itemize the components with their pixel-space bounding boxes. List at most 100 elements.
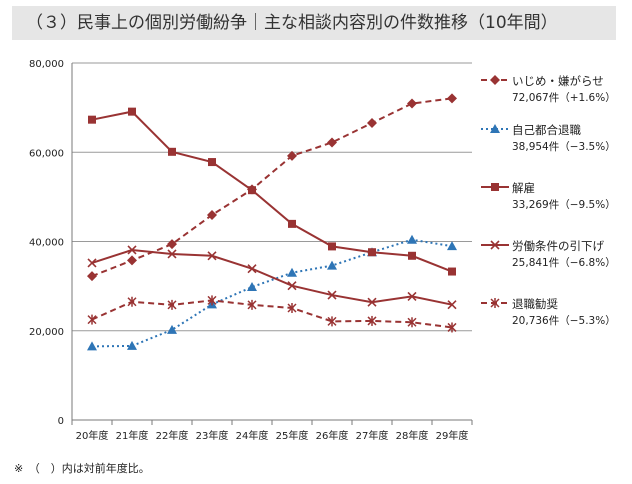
- series-line: [91, 299, 453, 329]
- data-point: [287, 302, 297, 313]
- footnote: ※ （ ）内は対前年度比。: [14, 462, 150, 475]
- legend: いじめ・嫌がらせ 72,067件（+1.6%） 自己都合退職 38,954件（−3.5…: [481, 74, 616, 327]
- data-point: [208, 158, 216, 167]
- data-point: [287, 267, 297, 277]
- data-point: [407, 234, 417, 244]
- legend-entry-3: 労働条件の引下げ 25,841件（−6.8%）: [481, 239, 616, 269]
- x-tick-label: 24年度: [236, 429, 269, 442]
- legend-detail: 20,736件（−5.3%）: [512, 315, 616, 327]
- data-point: [327, 260, 337, 270]
- data-point: [327, 290, 337, 300]
- title-bar: （３）民事上の個別労働紛争｜主な相談内容別の件数推移（10年間）: [12, 6, 616, 40]
- y-tick-label: 60,000: [29, 148, 64, 159]
- line-chart: 0 20,000 40,000 60,000 80,000 20年度 21年度 22年度 23…: [29, 59, 616, 442]
- data-point: [167, 324, 177, 334]
- data-point: [167, 249, 177, 259]
- series-line: [91, 248, 453, 306]
- y-tick-labels: 0 20,000 40,000 60,000 80,000: [29, 59, 64, 427]
- data-point: [207, 251, 217, 261]
- data-point: [368, 248, 376, 257]
- data-point: [87, 341, 97, 351]
- x-tick-label: 22年度: [156, 429, 189, 442]
- legend-marker: [491, 183, 499, 191]
- x-tick-label: 26年度: [316, 429, 349, 442]
- data-point: [408, 251, 416, 260]
- x-tick-label: 20年度: [76, 429, 109, 442]
- series-line: [91, 110, 453, 273]
- data-point: [407, 98, 417, 109]
- data-point: [248, 186, 256, 195]
- data-point: [88, 115, 96, 124]
- legend-label: 労働条件の引下げ: [512, 239, 604, 253]
- x-tick-label: 27年度: [356, 429, 389, 442]
- y-tick-label: 80,000: [29, 59, 64, 70]
- data-point: [207, 209, 217, 220]
- legend-detail: 25,841件（−6.8%）: [512, 257, 616, 269]
- x-tick-labels: 20年度 21年度 22年度 23年度 24年度 25年度 26年度 27年度 28年度 29年度: [76, 429, 469, 442]
- data-point: [87, 314, 97, 325]
- data-point: [247, 282, 257, 292]
- data-point: [447, 322, 457, 333]
- x-tick-label: 25年度: [276, 429, 309, 442]
- series-4: [87, 295, 457, 333]
- data-point: [127, 340, 137, 350]
- data-point: [87, 258, 97, 268]
- legend-entry-0: いじめ・嫌がらせ 72,067件（+1.6%）: [481, 74, 616, 104]
- data-point: [247, 264, 257, 274]
- data-point: [168, 147, 176, 156]
- data-point: [327, 137, 337, 148]
- data-point: [448, 267, 456, 276]
- series-line: [91, 238, 453, 348]
- x-tick-label: 23年度: [196, 429, 229, 442]
- x-tick-label: 28年度: [396, 429, 429, 442]
- chart-title: （３）民事上の個別労働紛争｜主な相談内容別の件数推移（10年間）: [26, 13, 558, 33]
- data-point: [407, 317, 417, 328]
- legend-marker: [490, 298, 500, 308]
- legend-entry-2: 解雇 33,269件（−9.5%）: [481, 181, 616, 211]
- data-point: [167, 239, 177, 250]
- legend-label: 解雇: [512, 181, 535, 195]
- data-point: [327, 316, 337, 327]
- data-point: [367, 315, 377, 326]
- legend-marker: [490, 75, 500, 85]
- data-point: [287, 281, 297, 291]
- legend-marker: [490, 240, 500, 250]
- data-point: [328, 242, 336, 251]
- y-tick-label: 20,000: [29, 327, 64, 338]
- legend-label: いじめ・嫌がらせ: [512, 74, 604, 88]
- legend-detail: 33,269件（−9.5%）: [512, 199, 616, 211]
- axes: [71, 63, 473, 425]
- data-point: [127, 296, 137, 307]
- grid-lines: [72, 62, 472, 332]
- data-point: [127, 255, 137, 266]
- data-point: [367, 117, 377, 128]
- legend-label: 退職勧奨: [512, 297, 558, 311]
- data-point: [128, 107, 136, 116]
- data-point: [447, 241, 457, 251]
- series-3: [87, 245, 457, 310]
- series-2: [88, 107, 456, 276]
- data-point: [167, 299, 177, 310]
- data-point: [287, 150, 297, 161]
- data-point: [447, 93, 457, 104]
- data-point: [407, 291, 417, 301]
- x-tick-label: 29年度: [436, 429, 469, 442]
- data-point: [87, 271, 97, 282]
- legend-detail: 38,954件（−3.5%）: [512, 141, 616, 153]
- x-tick-label: 21年度: [116, 429, 149, 442]
- legend-entry-1: 自己都合退職 38,954件（−3.5%）: [481, 123, 616, 153]
- y-tick-label: 0: [58, 416, 64, 427]
- data-point: [367, 297, 377, 307]
- data-point: [207, 295, 217, 306]
- legend-entry-4: 退職勧奨 20,736件（−5.3%）: [481, 297, 616, 327]
- legend-label: 自己都合退職: [512, 123, 581, 137]
- data-point: [127, 245, 137, 255]
- series-1: [87, 234, 457, 351]
- y-tick-label: 40,000: [29, 238, 64, 249]
- legend-detail: 72,067件（+1.6%）: [512, 92, 616, 104]
- data-point: [247, 299, 257, 310]
- data-point: [447, 300, 457, 310]
- series-group: [87, 93, 457, 351]
- data-point: [288, 219, 296, 228]
- legend-marker: [490, 124, 500, 133]
